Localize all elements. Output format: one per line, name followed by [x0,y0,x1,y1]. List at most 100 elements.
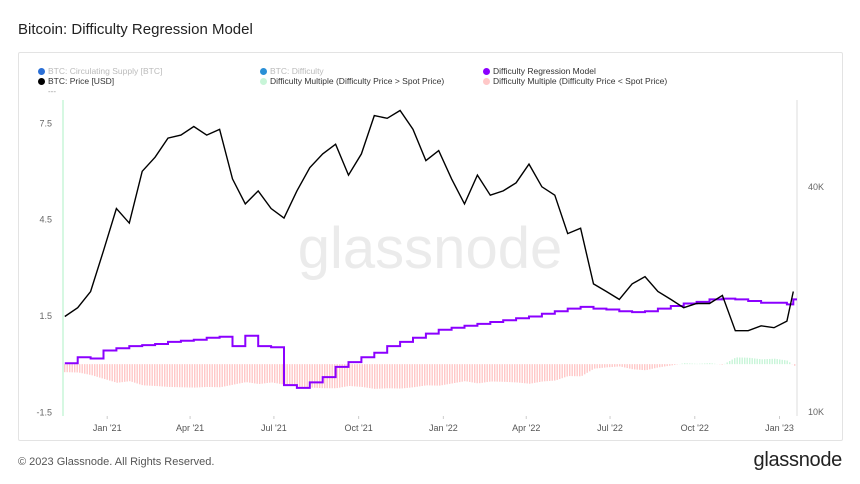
difficulty-multiple-bar [579,364,581,377]
difficulty-multiple-bar [651,364,653,369]
difficulty-multiple-bar [376,364,378,389]
difficulty-multiple-bar [359,364,361,387]
difficulty-multiple-bar [89,364,91,375]
difficulty-multiple-bar [344,364,346,387]
difficulty-multiple-bar [431,364,433,386]
difficulty-multiple-bar [481,364,483,383]
difficulty-multiple-bar [689,363,691,365]
glassnode-logo[interactable]: glassnode [753,449,843,471]
difficulty-multiple-bar [224,364,226,387]
difficulty-multiple-bar [424,364,426,386]
difficulty-multiple-bar [226,364,228,386]
difficulty-multiple-bar [759,359,761,365]
difficulty-multiple-bar [631,364,633,370]
difficulty-multiple-bar [99,364,101,378]
difficulty-multiple-bar [526,364,528,384]
difficulty-multiple-bar [404,364,406,389]
difficulty-multiple-bar [574,364,576,377]
difficulty-multiple-bar [64,364,66,373]
difficulty-multiple-bar [731,359,733,365]
left-tick-label: 4.5 [39,215,52,225]
difficulty-multiple-bar [221,364,223,387]
difficulty-multiple-bar [774,358,776,365]
difficulty-multiple-bar [104,364,106,380]
difficulty-multiple-bar [499,364,501,382]
legend-item-multiple-above[interactable]: Difficulty Multiple (Difficulty Price > … [260,76,444,86]
difficulty-multiple-bar [196,364,198,388]
difficulty-multiple-bar [571,364,573,377]
difficulty-multiple-bar [609,364,611,368]
difficulty-multiple-bar [554,364,556,381]
legend-item-difficulty[interactable]: BTC: Difficulty [260,66,324,76]
difficulty-multiple-bar [349,364,351,387]
legend-label: Difficulty Multiple (Difficulty Price < … [493,76,668,86]
difficulty-multiple-bar [664,364,666,367]
difficulty-multiple-bar [86,364,88,375]
difficulty-multiple-bar [384,364,386,389]
difficulty-multiple-bar [496,364,498,382]
difficulty-multiple-bar [576,364,578,377]
legend-label: BTC: Difficulty [270,66,324,76]
difficulty-multiple-bar [784,360,786,365]
difficulty-multiple-bar [299,364,301,387]
difficulty-multiple-bar [229,364,231,386]
difficulty-multiple-bar [149,364,151,386]
legend-more-button[interactable]: --- [48,87,56,96]
difficulty-multiple-bar [556,364,558,380]
difficulty-multiple-bar [761,359,763,365]
difficulty-multiple-bar [704,363,706,365]
legend-dot-icon [260,68,267,75]
difficulty-multiple-bar [536,364,538,383]
difficulty-multiple-bar [739,357,741,365]
chart-card [18,52,843,441]
difficulty-multiple-bar [354,364,356,387]
difficulty-multiple-bar [254,364,256,384]
difficulty-multiple-bar [411,364,413,388]
difficulty-multiple-bar [141,364,143,386]
difficulty-multiple-bar [211,364,213,388]
difficulty-multiple-bar [634,364,636,370]
legend-item-multiple-below[interactable]: Difficulty Multiple (Difficulty Price < … [483,76,667,86]
difficulty-multiple-bar [439,364,441,386]
page-title: Bitcoin: Difficulty Regression Model [18,21,253,38]
difficulty-multiple-bar [109,364,111,381]
difficulty-multiple-bar [396,364,398,389]
legend-dot-icon [38,68,45,75]
difficulty-multiple-bar [686,363,688,365]
difficulty-multiple-bar [596,364,598,369]
difficulty-multiple-bar [606,364,608,368]
difficulty-multiple-bar [659,364,661,368]
difficulty-multiple-bar [681,363,683,365]
difficulty-multiple-bar [319,364,321,389]
difficulty-multiple-bar [516,364,518,383]
difficulty-multiple-bar [374,364,376,389]
difficulty-multiple-bar [771,358,773,365]
difficulty-multiple-bar [489,364,491,382]
difficulty-multiple-bar [756,358,758,365]
difficulty-multiple-bar [666,364,668,367]
difficulty-multiple-bar [364,364,366,388]
x-tick-label: Jul '22 [597,423,623,433]
difficulty-multiple-bar [116,364,118,383]
difficulty-multiple-bar [601,364,603,368]
difficulty-multiple-bar [594,364,596,369]
legend-item-regression-model[interactable]: Difficulty Regression Model [483,66,596,76]
difficulty-multiple-bar [401,364,403,389]
difficulty-multiple-bar [76,364,78,373]
difficulty-multiple-bar [114,364,116,383]
legend-item-supply[interactable]: BTC: Circulating Supply [BTC] [38,66,162,76]
difficulty-multiple-bar [69,364,71,373]
difficulty-multiple-bar [474,364,476,383]
difficulty-multiple-bar [449,364,451,384]
difficulty-multiple-bar [504,364,506,382]
difficulty-multiple-bar [171,364,173,388]
difficulty-multiple-bar [209,364,211,387]
difficulty-multiple-bar [451,364,453,384]
difficulty-multiple-bar [669,364,671,366]
difficulty-multiple-bar [416,364,418,387]
difficulty-multiple-bar [511,364,513,383]
legend-item-price[interactable]: BTC: Price [USD] [38,76,114,86]
legend-dot-icon [483,68,490,75]
difficulty-multiple-bar [779,359,781,365]
difficulty-multiple-bar [721,364,723,365]
